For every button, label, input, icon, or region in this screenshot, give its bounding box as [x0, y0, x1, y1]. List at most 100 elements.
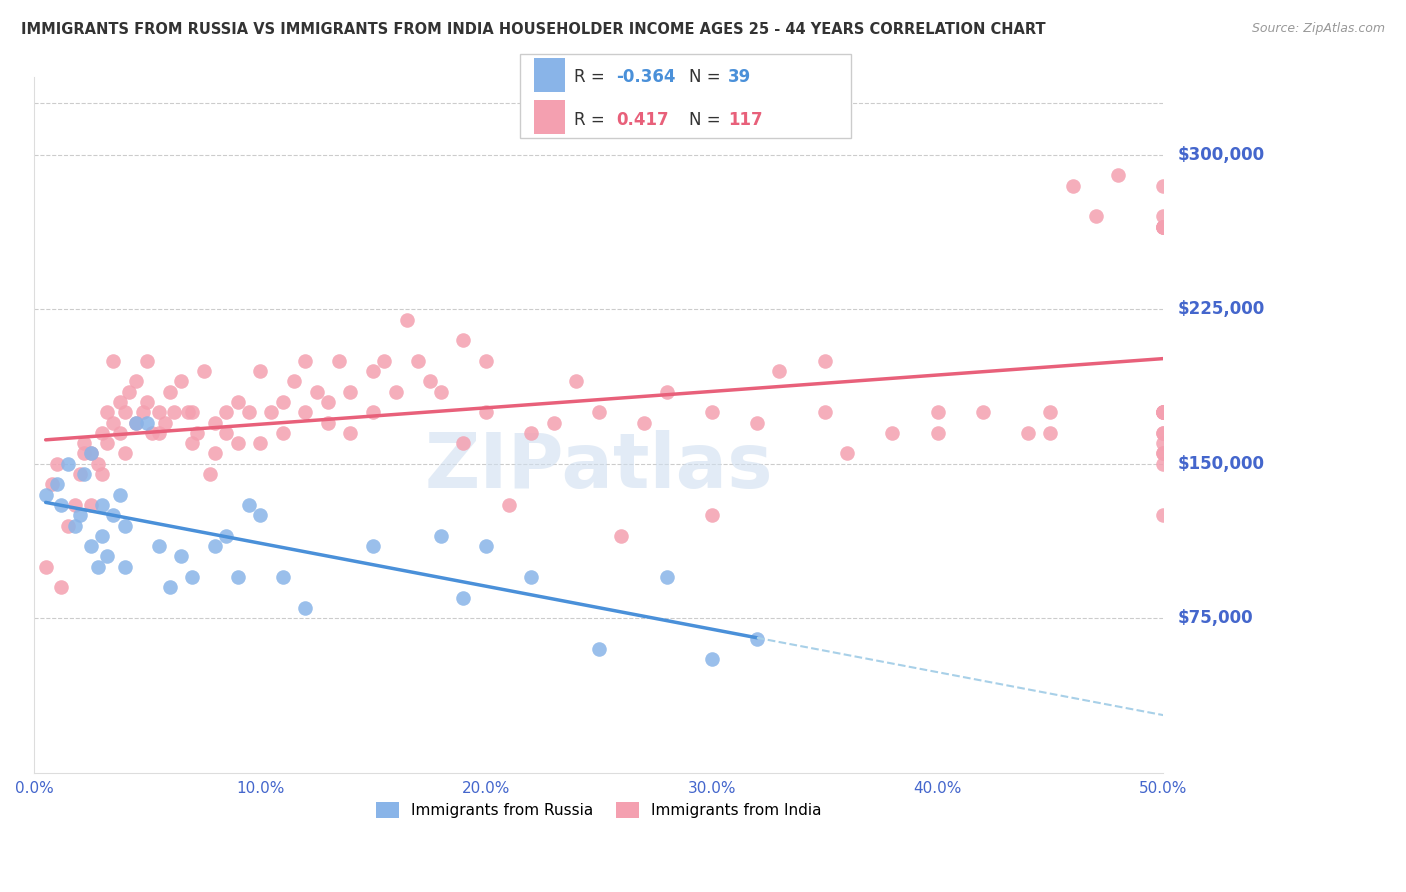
Point [204, 539, 226, 553]
Point [118, 384, 141, 399]
Point [271, 395, 294, 409]
Point [260, 405, 283, 419]
Text: -0.364: -0.364 [616, 69, 675, 87]
Point [520, 425, 543, 440]
Point [294, 405, 316, 419]
Point [46, 457, 69, 471]
Point [453, 436, 475, 450]
Point [768, 364, 790, 378]
Point [1152, 457, 1174, 471]
Point [1152, 219, 1174, 234]
Point [814, 405, 837, 419]
Point [108, 395, 131, 409]
Legend: Immigrants from Russia, Immigrants from India: Immigrants from Russia, Immigrants from … [370, 796, 828, 824]
Point [339, 425, 361, 440]
Point [1084, 210, 1107, 224]
Point [148, 405, 170, 419]
Point [588, 405, 610, 419]
Point [170, 374, 193, 388]
Point [34, 559, 56, 574]
Text: ZIPatlas: ZIPatlas [425, 430, 773, 504]
Point [114, 518, 136, 533]
Point [610, 529, 633, 543]
Text: $75,000: $75,000 [1177, 609, 1253, 627]
Point [316, 416, 339, 430]
Point [249, 364, 271, 378]
Point [215, 529, 238, 543]
Point [215, 405, 238, 419]
Point [1107, 169, 1129, 183]
Point [141, 425, 163, 440]
Point [103, 416, 125, 430]
Point [51, 498, 73, 512]
Point [700, 405, 723, 419]
Point [80, 498, 103, 512]
Point [1017, 425, 1039, 440]
Point [159, 384, 181, 399]
Point [745, 632, 768, 646]
Point [1039, 405, 1062, 419]
Point [46, 477, 69, 491]
Point [1152, 425, 1174, 440]
Point [86, 457, 108, 471]
Point [91, 425, 114, 440]
Point [215, 425, 238, 440]
Point [114, 446, 136, 460]
Point [395, 312, 418, 326]
Point [80, 446, 103, 460]
Point [41, 477, 63, 491]
Point [453, 333, 475, 347]
Point [520, 570, 543, 584]
Point [1062, 178, 1084, 193]
Text: $225,000: $225,000 [1177, 301, 1264, 318]
Point [91, 467, 114, 481]
Point [373, 353, 395, 368]
Point [655, 570, 678, 584]
Point [58, 457, 80, 471]
Point [1152, 508, 1174, 523]
Text: N =: N = [689, 69, 725, 87]
Point [80, 539, 103, 553]
Point [700, 652, 723, 666]
Point [305, 384, 328, 399]
Point [63, 498, 86, 512]
Point [1152, 446, 1174, 460]
Point [63, 518, 86, 533]
Point [73, 467, 96, 481]
Point [475, 539, 498, 553]
Point [108, 488, 131, 502]
Point [1152, 405, 1174, 419]
Point [103, 508, 125, 523]
Point [328, 353, 350, 368]
Point [418, 374, 440, 388]
Point [204, 416, 226, 430]
Point [125, 416, 148, 430]
Point [1152, 405, 1174, 419]
Text: N =: N = [689, 111, 725, 128]
Point [136, 416, 159, 430]
Point [543, 416, 565, 430]
Point [588, 642, 610, 657]
Point [1152, 405, 1174, 419]
Point [361, 405, 384, 419]
Point [882, 425, 904, 440]
Point [132, 405, 155, 419]
Point [86, 559, 108, 574]
Point [1152, 210, 1174, 224]
Point [271, 570, 294, 584]
Point [1152, 219, 1174, 234]
Point [73, 446, 96, 460]
Point [136, 395, 159, 409]
Point [136, 353, 159, 368]
Point [1152, 219, 1174, 234]
Point [148, 425, 170, 440]
Point [249, 508, 271, 523]
Point [114, 559, 136, 574]
Point [58, 518, 80, 533]
Point [103, 353, 125, 368]
Point [148, 539, 170, 553]
Point [159, 580, 181, 594]
Point [430, 384, 453, 399]
Point [406, 353, 429, 368]
Point [1039, 425, 1062, 440]
